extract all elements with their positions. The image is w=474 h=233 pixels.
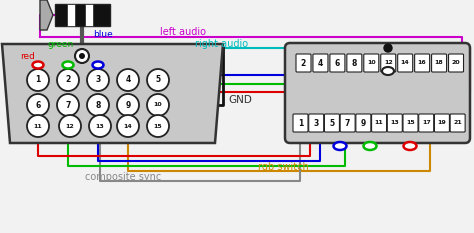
- Circle shape: [147, 69, 169, 91]
- Text: blue: blue: [93, 30, 113, 39]
- Text: 14: 14: [124, 123, 132, 129]
- Text: 19: 19: [438, 120, 447, 126]
- FancyBboxPatch shape: [432, 54, 447, 72]
- FancyBboxPatch shape: [364, 54, 379, 72]
- Text: 3: 3: [95, 75, 100, 85]
- Text: 9: 9: [126, 100, 131, 110]
- Text: 11: 11: [374, 120, 383, 126]
- Text: 7: 7: [345, 119, 350, 127]
- Text: 12: 12: [65, 123, 74, 129]
- Text: 13: 13: [391, 120, 399, 126]
- Circle shape: [87, 69, 109, 91]
- FancyBboxPatch shape: [347, 54, 362, 72]
- Circle shape: [87, 94, 109, 116]
- Text: 14: 14: [401, 61, 410, 65]
- FancyBboxPatch shape: [381, 54, 396, 72]
- FancyBboxPatch shape: [356, 114, 371, 132]
- FancyBboxPatch shape: [285, 43, 470, 143]
- Text: rgb switch: rgb switch: [258, 162, 309, 172]
- FancyBboxPatch shape: [67, 4, 75, 26]
- Text: green: green: [48, 40, 74, 49]
- Circle shape: [59, 115, 81, 137]
- FancyBboxPatch shape: [448, 54, 464, 72]
- Text: red: red: [20, 52, 35, 61]
- Ellipse shape: [334, 142, 346, 150]
- FancyBboxPatch shape: [309, 114, 324, 132]
- FancyBboxPatch shape: [55, 4, 110, 26]
- FancyBboxPatch shape: [403, 114, 418, 132]
- Text: 7: 7: [65, 100, 71, 110]
- Text: 18: 18: [435, 61, 444, 65]
- Ellipse shape: [364, 142, 376, 150]
- Text: 4: 4: [318, 58, 323, 68]
- Circle shape: [147, 94, 169, 116]
- Polygon shape: [40, 0, 53, 30]
- Circle shape: [89, 115, 111, 137]
- FancyBboxPatch shape: [435, 114, 449, 132]
- FancyBboxPatch shape: [296, 54, 311, 72]
- Text: 16: 16: [418, 61, 427, 65]
- Ellipse shape: [63, 62, 73, 69]
- Ellipse shape: [33, 62, 44, 69]
- Circle shape: [117, 69, 139, 91]
- Text: 4: 4: [126, 75, 131, 85]
- Text: 1: 1: [36, 75, 41, 85]
- Ellipse shape: [92, 62, 103, 69]
- FancyBboxPatch shape: [398, 54, 413, 72]
- FancyBboxPatch shape: [330, 54, 345, 72]
- Text: 11: 11: [34, 123, 42, 129]
- FancyBboxPatch shape: [415, 54, 429, 72]
- Circle shape: [384, 44, 392, 52]
- Polygon shape: [2, 44, 223, 143]
- FancyBboxPatch shape: [340, 114, 355, 132]
- Text: left audio: left audio: [160, 27, 206, 37]
- Text: 2: 2: [65, 75, 71, 85]
- Circle shape: [79, 53, 85, 59]
- FancyBboxPatch shape: [419, 114, 434, 132]
- Text: 15: 15: [406, 120, 415, 126]
- Circle shape: [147, 115, 169, 137]
- Text: GND: GND: [228, 95, 252, 105]
- Text: 10: 10: [367, 61, 375, 65]
- Circle shape: [27, 115, 49, 137]
- FancyBboxPatch shape: [85, 4, 93, 26]
- Text: 6: 6: [36, 100, 41, 110]
- Circle shape: [57, 69, 79, 91]
- Circle shape: [117, 94, 139, 116]
- FancyBboxPatch shape: [372, 114, 387, 132]
- Text: right audio: right audio: [195, 39, 248, 49]
- Circle shape: [57, 94, 79, 116]
- Text: 5: 5: [155, 75, 161, 85]
- Text: 2: 2: [301, 58, 306, 68]
- Circle shape: [27, 94, 49, 116]
- Text: 9: 9: [361, 119, 366, 127]
- Ellipse shape: [403, 142, 417, 150]
- Text: 10: 10: [154, 103, 162, 107]
- Text: 21: 21: [453, 120, 462, 126]
- Text: 12: 12: [384, 61, 392, 65]
- Text: 5: 5: [329, 119, 335, 127]
- Circle shape: [117, 115, 139, 137]
- Text: composite sync: composite sync: [85, 172, 161, 182]
- FancyBboxPatch shape: [313, 54, 328, 72]
- Ellipse shape: [382, 67, 394, 75]
- FancyBboxPatch shape: [324, 114, 339, 132]
- Circle shape: [75, 49, 89, 63]
- Text: 13: 13: [96, 123, 104, 129]
- Text: 17: 17: [422, 120, 430, 126]
- Text: 1: 1: [298, 119, 303, 127]
- Text: 8: 8: [352, 58, 357, 68]
- Text: 20: 20: [452, 61, 460, 65]
- FancyBboxPatch shape: [387, 114, 402, 132]
- Text: 15: 15: [154, 123, 163, 129]
- Text: 3: 3: [314, 119, 319, 127]
- Circle shape: [27, 69, 49, 91]
- Text: 8: 8: [95, 100, 100, 110]
- FancyBboxPatch shape: [293, 114, 308, 132]
- FancyBboxPatch shape: [450, 114, 465, 132]
- Text: 6: 6: [335, 58, 340, 68]
